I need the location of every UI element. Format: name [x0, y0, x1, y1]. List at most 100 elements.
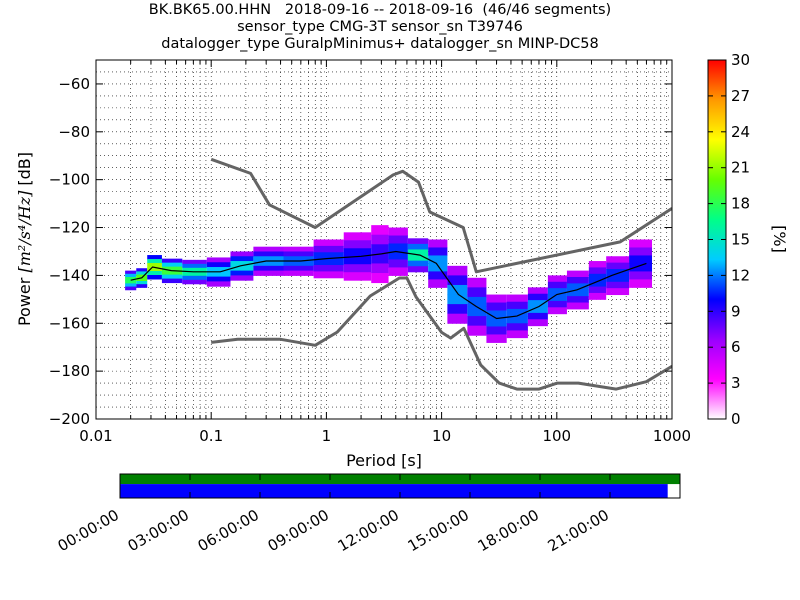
density-cell: [206, 257, 231, 263]
y-axis-label: Power [m²/s⁴/Hz] [dB]: [15, 152, 34, 326]
density-cell: [606, 269, 630, 276]
colorbar-tick-label: 27: [731, 87, 750, 105]
density-cell: [313, 258, 344, 266]
density-cell: [182, 259, 207, 265]
noise-model-nlnm: [211, 276, 672, 391]
density-cell: [343, 240, 372, 249]
density-cell: [588, 292, 607, 300]
density-cell: [371, 234, 389, 245]
density-cell: [447, 275, 468, 286]
density-cell: [230, 270, 254, 276]
density-cell: [136, 271, 148, 276]
density-cell: [407, 249, 429, 256]
density-cell: [343, 232, 372, 241]
density-cell: [371, 253, 389, 264]
density-cell: [388, 251, 408, 260]
coverage-time-label: 15:00:00: [405, 506, 472, 555]
density-cell: [547, 281, 567, 289]
density-cell: [230, 261, 254, 267]
y-tick-label: −60: [58, 75, 90, 93]
density-cell: [343, 256, 372, 265]
density-cell: [566, 296, 589, 304]
density-cell: [343, 272, 372, 281]
density-cell: [428, 271, 448, 280]
density-cell: [253, 270, 284, 276]
density-cell: [588, 267, 607, 275]
density-cell: [428, 239, 448, 248]
colorbar-tick-label: 6: [731, 338, 741, 356]
density-cell: [506, 330, 528, 339]
density-cell: [147, 275, 162, 280]
density-cell: [283, 256, 314, 262]
density-cell: [125, 276, 137, 281]
density-cell: [407, 243, 429, 250]
density-cell: [588, 273, 607, 281]
density-cell: [283, 270, 314, 276]
density-cell: [253, 246, 284, 252]
coverage-time-label: 06:00:00: [195, 506, 262, 555]
density-cell: [547, 300, 567, 308]
curves: [130, 157, 672, 391]
title-line-2: sensor_type CMG-3T sensor_sn T39746: [237, 19, 523, 35]
density-cell: [182, 263, 207, 269]
coverage-used-data: [120, 484, 668, 498]
density-cell: [606, 275, 630, 283]
density-cell: [313, 265, 344, 272]
density-cell: [206, 267, 231, 273]
coverage-time-label: 12:00:00: [335, 506, 402, 555]
density-cell: [486, 310, 507, 319]
x-tick-label: 0.1: [199, 427, 223, 445]
density-cell: [253, 251, 284, 257]
density-cell: [629, 263, 653, 272]
colorbar-tick-label: 21: [731, 159, 750, 177]
density-cell: [547, 288, 567, 296]
density-cell: [230, 251, 254, 257]
ppsd-density: [125, 225, 653, 343]
colorbar-tick-label: 0: [731, 410, 741, 428]
axes: 0.01 0.1 1 10 100 1000 −200 −180 −160 −140 −120 −10…: [49, 60, 691, 445]
density-cell: [182, 271, 207, 277]
density-cell: [447, 294, 468, 305]
colorbar-tick-label: 18: [731, 195, 750, 213]
density-cell: [547, 307, 567, 315]
density-cell: [467, 296, 487, 308]
plot-frame: [95, 59, 673, 420]
density-cell: [506, 323, 528, 331]
density-cell: [125, 283, 137, 288]
density-cell: [136, 274, 148, 279]
density-cell: [313, 271, 344, 279]
density-cell: [588, 286, 607, 294]
colorbar-tick-label: 3: [731, 374, 741, 392]
mean-curve: [130, 250, 647, 320]
density-cell: [136, 277, 148, 282]
density-cell: [182, 275, 207, 281]
y-tick-label: −140: [49, 266, 90, 284]
chart-title: BK.BK65.00.HHN 2018-09-16 -- 2018-09-16 …: [0, 2, 760, 53]
density-cell: [313, 252, 344, 260]
x-tick-label: 100: [542, 427, 571, 445]
x-axis-label: Period [s]: [346, 451, 422, 470]
density-cell: [447, 284, 468, 296]
density-cell: [547, 275, 567, 283]
coverage-time-label: 03:00:00: [125, 506, 192, 555]
colorbar-label: [%]: [770, 225, 789, 253]
density-cell: [147, 255, 162, 260]
density-cell: [161, 278, 183, 284]
density-cell: [230, 256, 254, 262]
y-tick-label: −120: [49, 219, 90, 237]
density-cell: [447, 265, 468, 276]
x-tick-label: 1000: [653, 427, 691, 445]
density-cell: [125, 286, 137, 291]
density-cell: [388, 235, 408, 244]
density-cell: [407, 260, 429, 267]
density-cell: [371, 273, 389, 284]
density-cell: [388, 259, 408, 268]
density-cell: [407, 266, 429, 273]
density-cell: [206, 276, 231, 282]
density-cell: [527, 312, 548, 320]
coverage-bar: 00:00:00 03:00:00 06:00:00 09:00:00 12:00:00…: [55, 473, 681, 555]
density-cell: [566, 276, 589, 284]
density-cell: [161, 262, 183, 268]
density-cell: [161, 274, 183, 280]
